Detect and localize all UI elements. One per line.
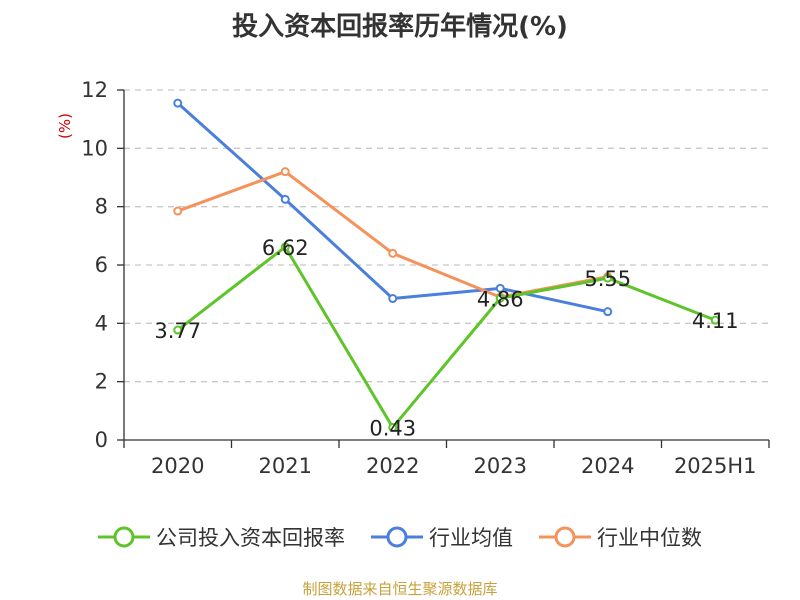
x-tick-label: 2023: [474, 454, 527, 478]
data-labels: 3.77 6.62 0.43 4.86 5.55 4.11: [154, 236, 738, 441]
data-point[interactable]: [388, 248, 398, 258]
series-line: [176, 245, 716, 429]
legend-item-company-roic[interactable]: 公司投入资本回报率: [98, 522, 345, 552]
x-tick-label: 2024: [581, 454, 634, 478]
data-point[interactable]: [280, 194, 290, 204]
data-point[interactable]: [388, 422, 398, 432]
chart-title: 投入资本回报率历年情况(%): [232, 12, 568, 42]
y-tick-label: 10: [81, 136, 108, 160]
series-lines: [173, 98, 720, 432]
data-point[interactable]: [173, 325, 183, 335]
y-tick-label: 4: [95, 311, 108, 335]
y-tick-label: 0: [95, 428, 108, 452]
data-label: 0.43: [369, 416, 416, 440]
data-label: 5.55: [584, 267, 631, 291]
x-tick-label: 2022: [366, 454, 419, 478]
x-tick-label: 2020: [151, 454, 204, 478]
legend-item-industry-median[interactable]: 行业中位数: [539, 522, 702, 552]
y-tick-label: 2: [95, 370, 108, 394]
gridlines: [124, 89, 769, 383]
legend-label: 行业中位数: [597, 526, 702, 550]
data-label: 4.11: [692, 309, 739, 333]
legend-label: 行业均值: [429, 526, 513, 550]
data-point[interactable]: [173, 206, 183, 216]
legend-line-marker-icon: [371, 526, 423, 548]
data-point[interactable]: [603, 273, 613, 283]
data-label: 6.62: [262, 236, 309, 260]
data-point[interactable]: [710, 315, 720, 325]
y-tick-label: 8: [95, 195, 108, 219]
data-label: 4.86: [477, 287, 524, 311]
data-point[interactable]: [173, 98, 183, 108]
source-note: 制图数据来自恒生聚源数据库: [302, 580, 498, 598]
data-point[interactable]: [280, 167, 290, 177]
legend-line-marker-icon: [98, 526, 150, 548]
y-tick-label: 6: [95, 253, 108, 277]
legend: 公司投入资本回报率 行业均值 行业中位数: [0, 519, 800, 555]
x-tick-label: 2025H1: [674, 454, 757, 478]
data-point[interactable]: [388, 294, 398, 304]
y-axis-label: (%): [56, 113, 74, 139]
x-tick-label: 2021: [259, 454, 312, 478]
legend-line-marker-icon: [539, 526, 591, 548]
data-point[interactable]: [495, 283, 505, 293]
data-point[interactable]: [495, 293, 505, 303]
data-label: 3.77: [154, 319, 201, 343]
data-point[interactable]: [280, 242, 290, 252]
data-point[interactable]: [603, 307, 613, 317]
axes: 0 2 4 6 8 10 12 2020 2021 2022 2023 2024 2025H1 (%): [56, 78, 770, 478]
legend-label: 公司投入资本回报率: [156, 526, 345, 550]
legend-item-industry-mean[interactable]: 行业均值: [371, 522, 513, 552]
y-tick-label: 12: [81, 78, 108, 102]
